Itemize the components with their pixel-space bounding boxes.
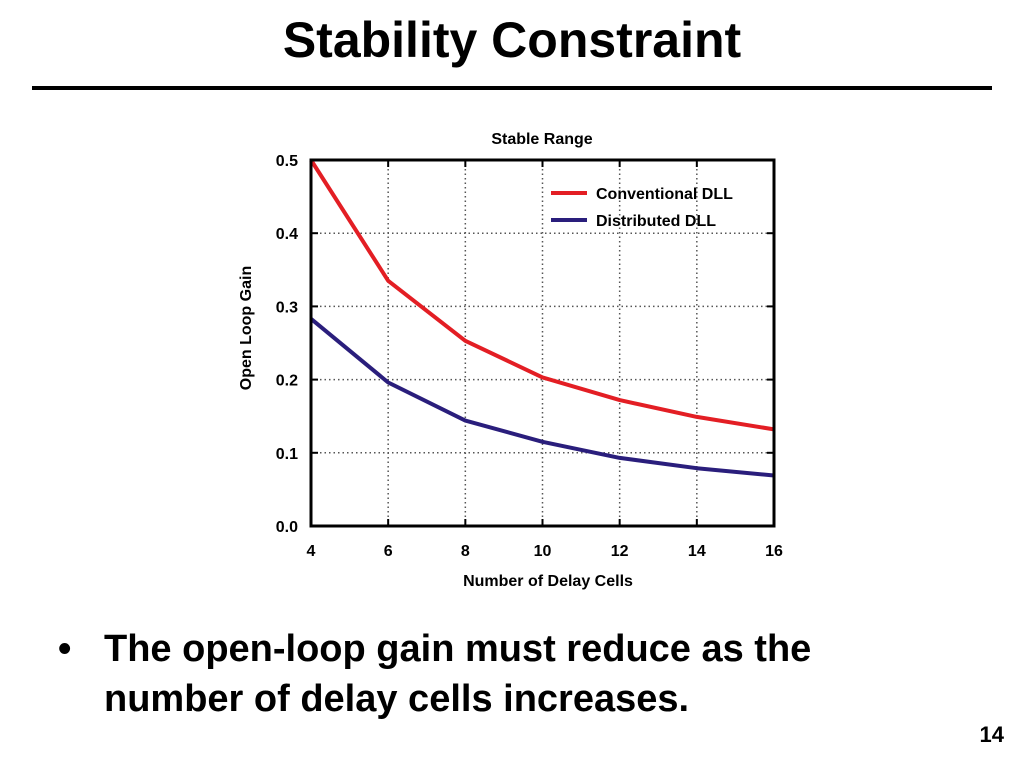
x-tick-label: 10 <box>534 543 552 560</box>
y-tick-label: 0.3 <box>276 299 298 316</box>
slide-title: Stability Constraint <box>282 12 742 68</box>
chart-title: Stable Range <box>491 131 592 148</box>
bullet-point: • The open-loop gain must reduce as the … <box>58 624 958 724</box>
bullet-symbol: • <box>58 628 72 670</box>
x-axis-label: Number of Delay Cells <box>463 573 633 590</box>
legend-label-2: Distributed DLL <box>596 213 716 230</box>
x-tick-label: 6 <box>384 543 393 560</box>
y-tick-labels: 0.0 0.1 0.2 0.3 0.4 0.5 <box>276 153 774 536</box>
x-tick-label: 14 <box>688 543 706 560</box>
y-tick-label: 0.4 <box>276 226 298 243</box>
bullet-text: The open-loop gain must reduce as the nu… <box>104 628 812 720</box>
x-tick-label: 16 <box>765 543 783 560</box>
y-tick-label: 0.5 <box>276 153 298 170</box>
x-tick-label: 4 <box>307 543 316 560</box>
x-tick-label: 12 <box>611 543 629 560</box>
series-line-1 <box>309 158 775 432</box>
title-divider <box>32 86 992 90</box>
y-tick-label: 0.2 <box>276 373 298 390</box>
series-line-2 <box>309 317 775 478</box>
y-tick-label: 0.0 <box>276 519 298 536</box>
x-tick-labels: 4 6 8 10 12 14 16 <box>307 160 783 560</box>
legend: Conventional DLL Distributed DLL <box>551 186 733 230</box>
grid-lines <box>311 160 774 526</box>
y-axis-label: Open Loop Gain <box>238 266 255 390</box>
x-tick-label: 8 <box>461 543 470 560</box>
page-number: 14 <box>979 722 1004 747</box>
y-tick-label: 0.1 <box>276 446 298 463</box>
legend-label-1: Conventional DLL <box>596 186 733 203</box>
series-layer <box>309 158 775 478</box>
